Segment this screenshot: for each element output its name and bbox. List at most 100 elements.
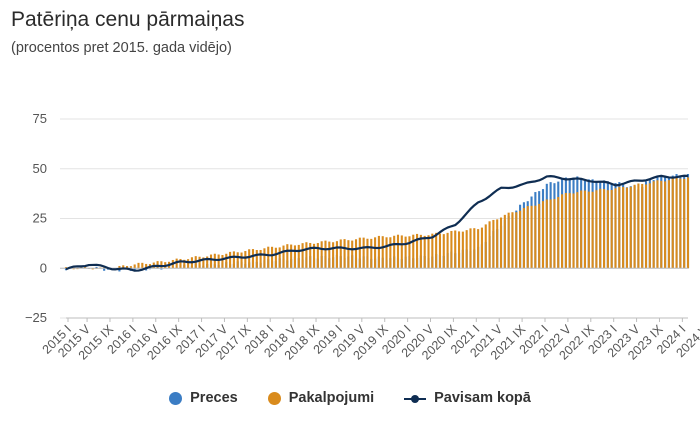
bar-pakalpojumi [564, 193, 567, 269]
bar-pakalpojumi [656, 180, 659, 269]
bar-pakalpojumi [599, 188, 602, 269]
bar-pakalpojumi [312, 243, 316, 269]
bar-pakalpojumi [591, 191, 594, 269]
bar-pakalpojumi [358, 237, 361, 269]
bar-pakalpojumi [229, 251, 232, 269]
bar-pakalpojumi [404, 236, 407, 269]
bar-pakalpojumi [442, 234, 445, 269]
bar-pakalpojumi [400, 235, 403, 269]
bar-pakalpojumi [377, 235, 380, 269]
bar-pakalpojumi [457, 231, 461, 269]
bar-pakalpojumi [145, 263, 148, 269]
bar-pakalpojumi [232, 251, 235, 269]
bar-pakalpojumi [271, 246, 274, 269]
bar-pakalpojumi [461, 231, 464, 269]
bar-pakalpojumi [225, 253, 228, 269]
bar-pakalpojumi [240, 252, 243, 269]
bar-pakalpojumi [423, 235, 426, 269]
chart-subtitle: (procentos pret 2015. gada vidējo) [11, 40, 232, 56]
bar-pakalpojumi [160, 261, 163, 269]
bar-pakalpojumi [477, 229, 480, 269]
bar-pakalpojumi [606, 190, 609, 269]
bar-pakalpojumi [267, 246, 270, 269]
bar-pakalpojumi [610, 190, 613, 269]
bar-pakalpojumi [545, 199, 548, 269]
bar-pakalpojumi [431, 233, 434, 269]
legend-item-pavisam-kopa[interactable]: Pavisam kopā [404, 390, 531, 406]
bar-pakalpojumi [202, 257, 205, 269]
bar-pakalpojumi [622, 187, 625, 269]
legend-item-pakalpojumi[interactable]: Pakalpojumi [267, 390, 374, 406]
bar-pakalpojumi [557, 197, 560, 269]
bar-pakalpojumi [255, 250, 258, 269]
bar-pakalpojumi [648, 183, 651, 269]
bar-pakalpojumi [351, 240, 354, 269]
bar-pakalpojumi [137, 262, 140, 269]
bar-pakalpojumi [187, 259, 190, 269]
bar-pakalpojumi [103, 267, 106, 269]
bar-pakalpojumi [435, 232, 438, 269]
bar-pakalpojumi [236, 252, 239, 269]
bar-pakalpojumi [408, 236, 411, 269]
bar-pakalpojumi [496, 219, 499, 269]
bar-pakalpojumi [446, 232, 449, 269]
bar-pakalpojumi [301, 243, 304, 269]
bar-pakalpojumi [438, 233, 442, 269]
bar-pakalpojumi [290, 244, 293, 269]
bar-pakalpojumi [541, 201, 545, 269]
bar-pakalpojumi [362, 237, 365, 269]
bar-pakalpojumi [248, 249, 251, 269]
bar-pakalpojumi [217, 254, 220, 269]
bar-pakalpojumi [660, 180, 663, 269]
bar-pakalpojumi [492, 219, 495, 269]
bar-pakalpojumi [503, 214, 506, 269]
bar-pakalpojumi [515, 212, 518, 269]
bar-pakalpojumi [343, 239, 346, 269]
bar-pakalpojumi [263, 248, 266, 269]
bar-pakalpojumi [671, 178, 674, 269]
bar-pakalpojumi [286, 244, 289, 269]
bar-pakalpojumi [183, 259, 186, 269]
bar-pakalpojumi [91, 268, 94, 270]
bar-pakalpojumi [686, 177, 690, 269]
bar-pakalpojumi [293, 245, 297, 269]
bar-pakalpojumi [637, 183, 640, 269]
bar-pakalpojumi [412, 234, 415, 269]
bar-pakalpojumi [213, 253, 216, 269]
line-pavisam-kopa [65, 174, 689, 272]
bar-pakalpojumi [427, 235, 430, 269]
bar-pakalpojumi [179, 258, 182, 269]
bar-pakalpojumi [465, 230, 468, 269]
bar-pakalpojumi [576, 192, 579, 269]
bar-pakalpojumi [198, 256, 201, 269]
bar-pakalpojumi [156, 261, 159, 269]
bar-pakalpojumi [324, 240, 327, 269]
bar-pakalpojumi [595, 190, 598, 269]
legend-item-preces[interactable]: Preces [169, 390, 238, 406]
y-tick-label: 75 [33, 111, 47, 126]
bar-pakalpojumi [499, 217, 503, 269]
bar-pakalpojumi [614, 188, 617, 269]
bar-pakalpojumi [675, 177, 678, 269]
bar-pakalpojumi [366, 238, 369, 269]
bar-pakalpojumi [297, 244, 300, 269]
bar-pakalpojumi [454, 230, 457, 269]
y-tick-label: 0 [40, 260, 47, 275]
bar-pakalpojumi [133, 264, 136, 269]
bar-pakalpojumi [347, 240, 350, 269]
bar-pakalpojumi [274, 247, 277, 269]
bar-pakalpojumi [251, 249, 255, 269]
bar-pakalpojumi [385, 237, 388, 269]
bar-pakalpojumi [335, 241, 338, 269]
bar-pakalpojumi [416, 233, 419, 269]
bar-pakalpojumi [209, 254, 213, 269]
bar-pakalpojumi [118, 265, 121, 269]
bar-pakalpojumi [511, 212, 514, 269]
legend-pakalpojumi-swatch [267, 391, 281, 405]
bar-pakalpojumi [587, 191, 590, 269]
bar-pakalpojumi [259, 249, 262, 269]
bar-pakalpojumi [339, 239, 342, 269]
legend-pavisam-kopa-label: Pavisam kopā [434, 390, 531, 406]
bar-pakalpojumi [320, 241, 323, 269]
bar-pakalpojumi [629, 186, 632, 269]
